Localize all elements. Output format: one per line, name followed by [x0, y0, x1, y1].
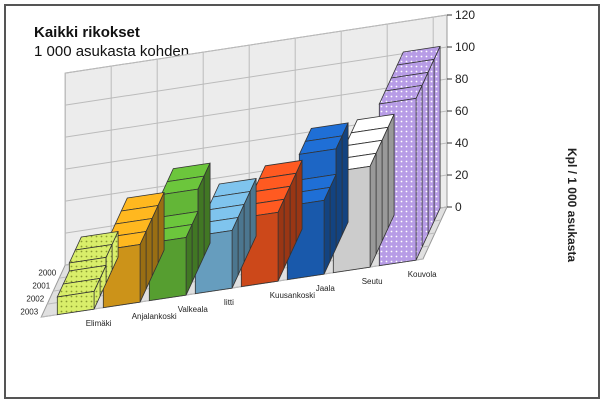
y-tick-label: 20	[455, 168, 469, 182]
bar-side	[157, 192, 165, 264]
y-tick-label: 60	[455, 104, 469, 118]
bar-side	[329, 174, 337, 262]
grid-line-horizontal	[65, 46, 448, 106]
bar-side	[203, 162, 211, 257]
bar-Elimäki	[56, 230, 119, 316]
bar-side	[433, 46, 441, 222]
x-tick-label: Kuusankoski	[270, 291, 316, 300]
y-tick-label: 100	[455, 40, 475, 54]
chart-subtitle: 1 000 asukasta kohden	[34, 43, 190, 60]
y-tick-label: 0	[455, 200, 462, 214]
bar-side	[415, 85, 423, 261]
x-tick-label: Seutu	[362, 277, 383, 286]
x-tick-label: Anjalankoski	[132, 312, 177, 321]
y-tick-label: 40	[455, 136, 469, 150]
bar-side	[289, 173, 297, 256]
bar-side	[139, 231, 147, 303]
bar-side	[197, 175, 205, 270]
bar-side	[283, 186, 291, 269]
bar-side	[145, 218, 153, 290]
bar-side	[231, 217, 239, 289]
chart-bars	[56, 45, 441, 316]
grid-line-horizontal	[65, 14, 448, 74]
year-tick-label: 2001	[32, 282, 50, 291]
bar-side	[375, 140, 383, 255]
bar-side	[151, 205, 159, 277]
x-tick-label: Iitti	[224, 298, 234, 307]
bar-side	[249, 178, 257, 250]
bar-front	[56, 290, 95, 316]
bar-side	[295, 160, 303, 243]
bar-side	[185, 224, 193, 296]
x-tick-label: Valkeala	[178, 305, 209, 314]
grid-line-horizontal	[65, 78, 448, 138]
bar-side	[427, 59, 435, 235]
y-tick-label: 120	[455, 8, 475, 22]
bar-side	[237, 204, 245, 276]
year-tick-label: 2003	[20, 308, 38, 317]
bar-side	[387, 114, 395, 229]
year-tick-label: 2000	[38, 269, 56, 278]
y-axis-label: Kpl / 1 000 asukasta	[565, 148, 579, 262]
bar-side	[105, 244, 113, 284]
bar-side	[369, 153, 377, 268]
x-tick-label: Kouvola	[408, 270, 437, 279]
bar-side	[323, 187, 331, 275]
bar-side	[277, 199, 285, 282]
bar-side	[341, 122, 349, 236]
bar-side	[381, 127, 389, 242]
bar-side	[243, 191, 251, 263]
y-axis: 0 20 40 60 80 100 120 Elimäki AnjalankoskiValkea…	[20, 8, 475, 328]
bar-side	[191, 211, 199, 283]
bar-side	[421, 72, 429, 248]
y-tick-label: 80	[455, 72, 469, 86]
year-tick-label: 2002	[26, 295, 44, 304]
chart-title: Kaikki rikokset	[34, 24, 140, 41]
x-tick-label: Elimäki	[86, 319, 112, 328]
x-tick-label: Jaala	[316, 284, 336, 293]
bar-side	[335, 135, 343, 249]
